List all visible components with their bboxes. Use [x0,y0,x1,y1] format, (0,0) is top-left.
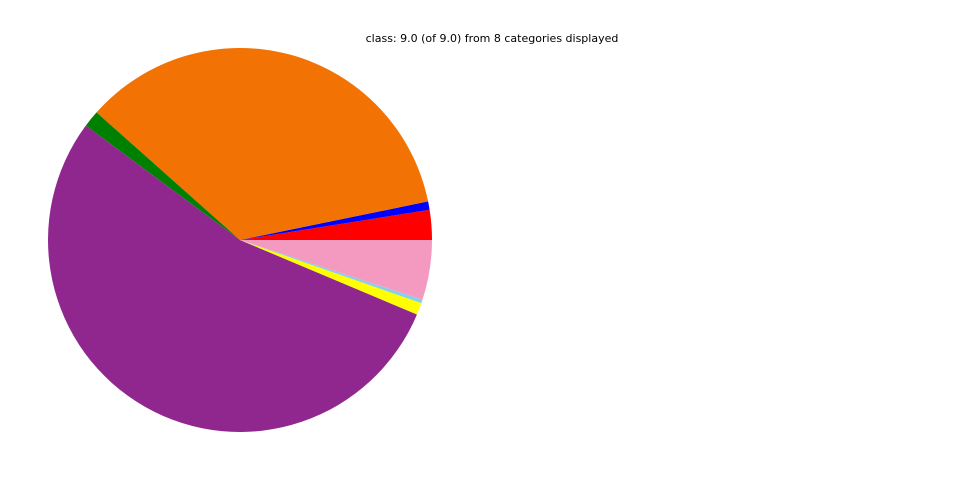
pie-slice-7 [240,240,423,304]
pie-slice-8 [240,240,432,300]
pie-slice-1 [240,209,432,240]
pie-slice-2 [240,201,430,240]
pie-slice-6 [240,240,422,315]
pie-slice-3 [96,47,429,240]
chart-title: class: 9.0 (of 9.0) from 8 categories di… [365,32,619,45]
pie-slice-4 [85,112,240,240]
pie-slice-5 [48,125,417,432]
pie-slices [48,47,432,432]
